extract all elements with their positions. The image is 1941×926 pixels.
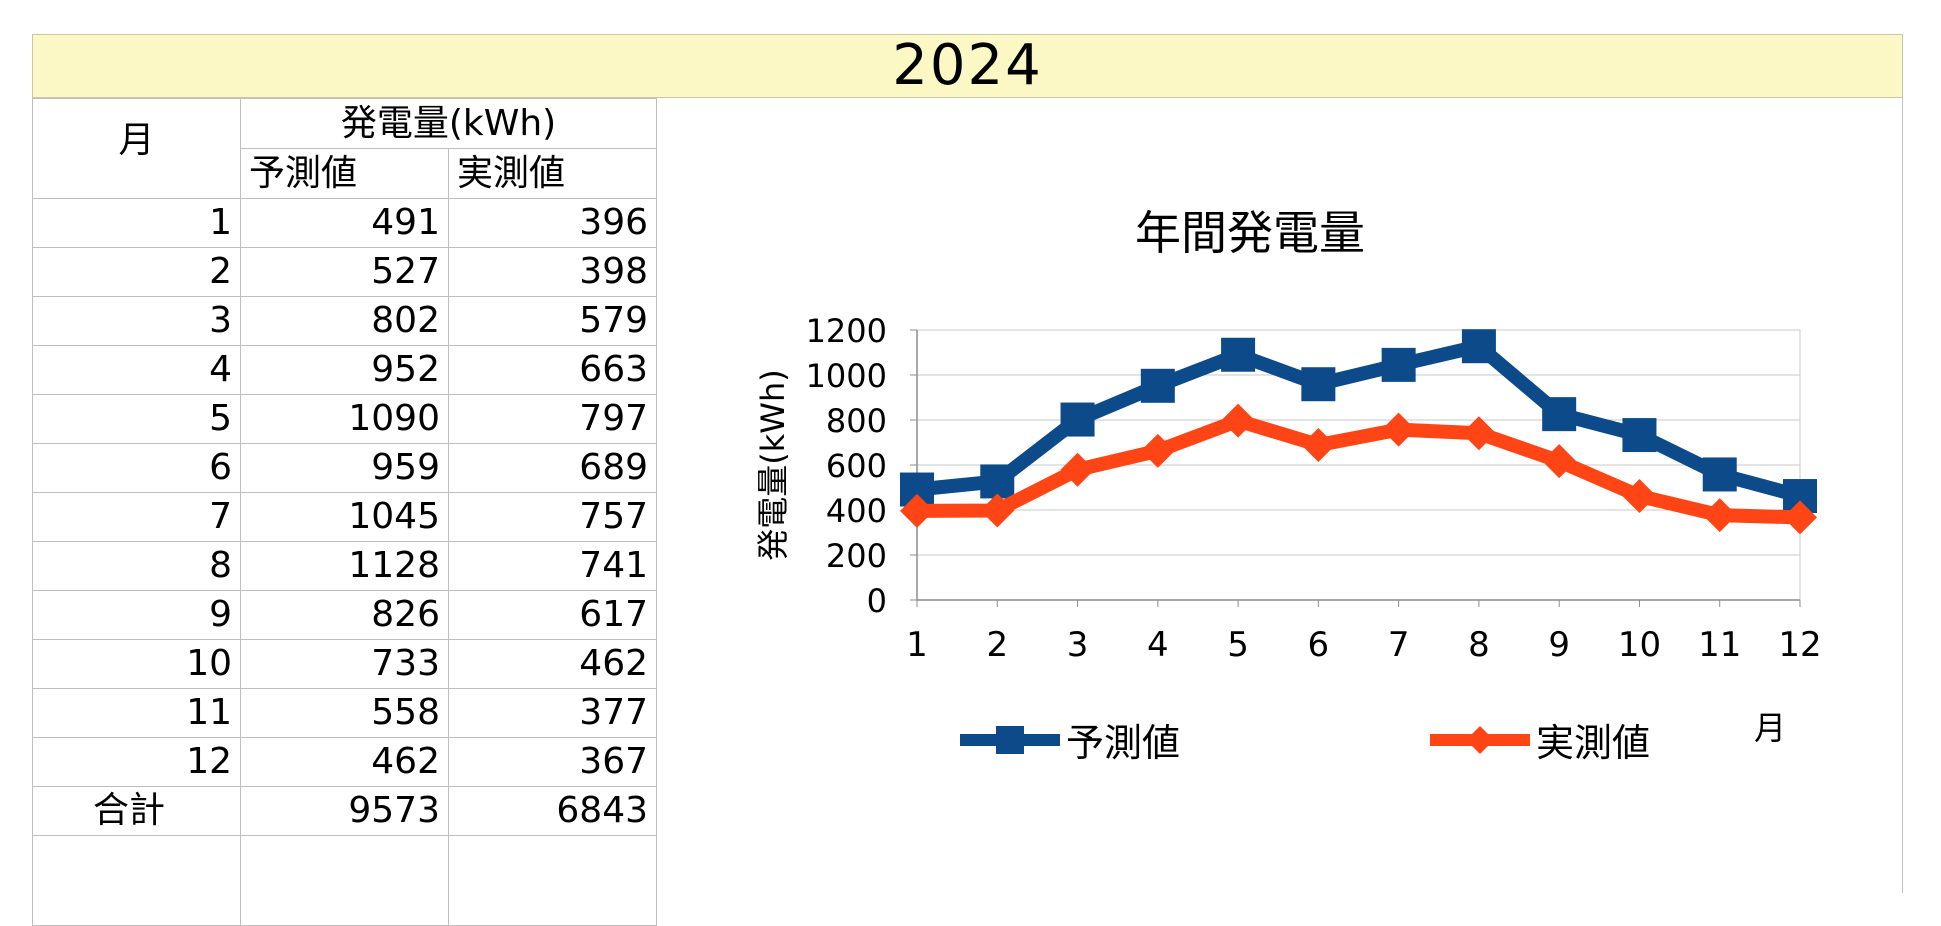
month-cell: 2 — [32, 247, 241, 297]
blank-row — [32, 835, 658, 926]
actual-cell: 462 — [447, 639, 658, 689]
table-row: 6 959 689 — [32, 443, 658, 493]
table-row: 5 1090 797 — [32, 394, 658, 444]
actual-cell: 663 — [447, 345, 658, 395]
table-row: 12 462 367 — [32, 737, 658, 787]
actual-cell: 689 — [447, 443, 658, 493]
blank-cell — [447, 835, 658, 926]
actual-cell: 741 — [447, 541, 658, 591]
actual-cell: 797 — [447, 394, 658, 444]
predicted-cell: 462 — [240, 737, 449, 787]
month-cell: 6 — [32, 443, 241, 493]
predicted-cell: 959 — [240, 443, 449, 493]
year-header: 2024 — [32, 34, 1903, 98]
actual-cell: 579 — [447, 296, 658, 346]
legend-predicted-swatch — [960, 725, 1060, 754]
month-header: 月 — [32, 98, 241, 199]
predicted-cell: 491 — [240, 198, 449, 248]
legend-predicted-label: 予測値 — [1066, 721, 1181, 765]
table-row: 1 491 396 — [32, 198, 658, 248]
actual-cell: 367 — [447, 737, 658, 787]
month-cell: 8 — [32, 541, 241, 591]
actual-cell: 396 — [447, 198, 658, 248]
predicted-cell: 1045 — [240, 492, 449, 542]
table-header-row: 月 発電量(kWh) — [32, 98, 658, 199]
month-cell: 12 — [32, 737, 241, 787]
table-row: 7 1045 757 — [32, 492, 658, 542]
total-actual: 6843 — [447, 786, 658, 836]
actual-cell: 398 — [447, 247, 658, 297]
total-label: 合計 — [32, 786, 241, 836]
predicted-cell: 952 — [240, 345, 449, 395]
table-row: 11 558 377 — [32, 688, 658, 738]
month-cell: 3 — [32, 296, 241, 346]
legend-actual-label: 実測値 — [1536, 721, 1651, 765]
predicted-cell: 1090 — [240, 394, 449, 444]
legend-item-predicted: 予測値 — [960, 712, 1180, 767]
total-row: 合計 9573 6843 — [32, 786, 658, 836]
table-row: 2 527 398 — [32, 247, 658, 297]
actual-cell: 757 — [447, 492, 658, 542]
blank-cell — [240, 835, 449, 926]
predicted-header: 予測値 — [240, 148, 449, 199]
predicted-cell: 1128 — [240, 541, 449, 591]
predicted-cell: 733 — [240, 639, 449, 689]
predicted-cell: 558 — [240, 688, 449, 738]
month-cell: 9 — [32, 590, 241, 640]
chart-title: 年間発電量 — [1135, 206, 1365, 260]
actual-header: 実測値 — [447, 148, 658, 199]
month-cell: 11 — [32, 688, 241, 738]
predicted-cell: 527 — [240, 247, 449, 297]
generation-table: 月 発電量(kWh) 予測値 実測値 1 491 396 2 527 398 3 802 579… — [32, 98, 658, 926]
actual-cell: 617 — [447, 590, 658, 640]
actual-cell: 377 — [447, 688, 658, 738]
month-cell: 10 — [32, 639, 241, 689]
month-cell: 5 — [32, 394, 241, 444]
month-cell: 1 — [32, 198, 241, 248]
table-row: 9 826 617 — [32, 590, 658, 640]
total-predicted: 9573 — [240, 786, 449, 836]
table-row: 4 952 663 — [32, 345, 658, 395]
table-row: 3 802 579 — [32, 296, 658, 346]
year-label: 2024 — [892, 33, 1043, 98]
predicted-cell: 826 — [240, 590, 449, 640]
table-subheader-row: 予測値 実測値 — [33, 148, 658, 199]
table-row: 10 733 462 — [32, 639, 658, 689]
table-row: 8 1128 741 — [32, 541, 658, 591]
month-cell: 4 — [32, 345, 241, 395]
generation-group-header: 発電量(kWh) — [239, 98, 658, 149]
blank-cell — [32, 835, 241, 926]
x-axis-unit-label: 月 — [1754, 709, 1787, 747]
legend-actual-swatch — [1430, 725, 1530, 754]
legend-item-actual: 実測値 — [1430, 712, 1650, 767]
month-cell: 7 — [32, 492, 241, 542]
predicted-cell: 802 — [240, 296, 449, 346]
